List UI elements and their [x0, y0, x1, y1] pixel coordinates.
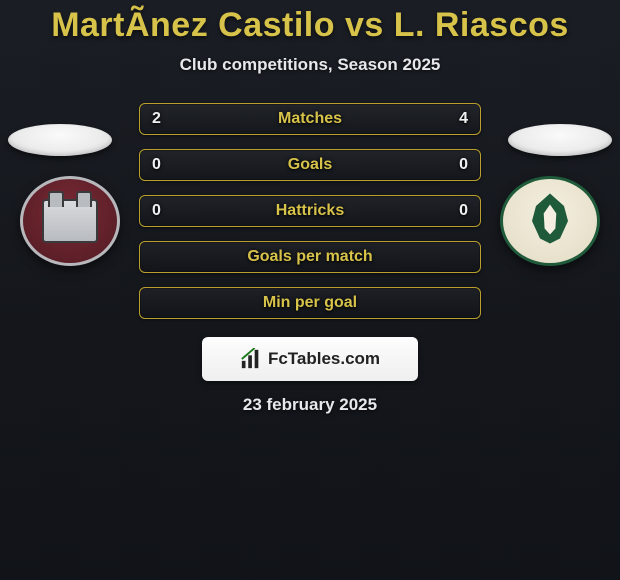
- stat-right-value: 0: [459, 156, 468, 174]
- footer-date: 23 february 2025: [0, 395, 620, 415]
- stat-label: Goals: [288, 156, 332, 174]
- stat-label: Hattricks: [276, 202, 344, 220]
- stat-row: 0 Goals 0: [139, 149, 481, 181]
- club-badge-right: [500, 176, 600, 266]
- leaf-icon: [523, 194, 577, 248]
- stat-label: Min per goal: [263, 294, 357, 312]
- source-logo: FcTables.com: [202, 337, 418, 381]
- comparison-card: MartÃ­nez Castilo vs L. Riascos Club com…: [0, 0, 620, 580]
- bar-chart-icon: [240, 348, 262, 370]
- stat-row: Goals per match: [139, 241, 481, 273]
- stat-left-value: 2: [152, 110, 161, 128]
- stat-right-value: 0: [459, 202, 468, 220]
- stat-row: 0 Hattricks 0: [139, 195, 481, 227]
- source-logo-text: FcTables.com: [268, 349, 380, 369]
- player-right-oval: [508, 124, 612, 156]
- stat-right-value: 4: [459, 110, 468, 128]
- stat-label: Goals per match: [247, 248, 372, 266]
- club-badge-left: [20, 176, 120, 266]
- castle-icon: [42, 199, 98, 243]
- stat-row: 2 Matches 4: [139, 103, 481, 135]
- stat-row: Min per goal: [139, 287, 481, 319]
- subtitle: Club competitions, Season 2025: [0, 55, 620, 75]
- player-left-oval: [8, 124, 112, 156]
- stats-list: 2 Matches 4 0 Goals 0 0 Hattricks 0 Goal…: [139, 103, 481, 319]
- stat-left-value: 0: [152, 202, 161, 220]
- stat-label: Matches: [278, 110, 342, 128]
- page-title: MartÃ­nez Castilo vs L. Riascos: [0, 0, 620, 45]
- stat-left-value: 0: [152, 156, 161, 174]
